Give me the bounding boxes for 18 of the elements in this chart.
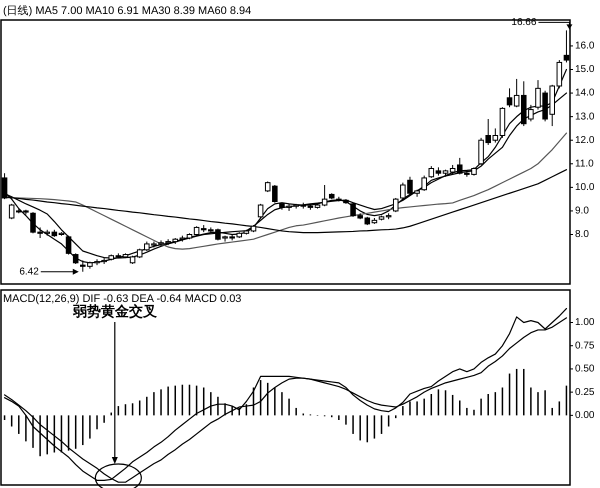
chart-title: MACD(12,26,9) DIF -0.63 DEA -0.64 MACD 0.03 (3, 293, 242, 305)
annotation: 6.42 (19, 266, 40, 278)
y-tick-label: 16.0 (575, 40, 595, 52)
y-tick-label: 12.0 (575, 134, 595, 146)
y-tick-label: 0.75 (575, 340, 595, 352)
y-tick-label: 0.25 (575, 386, 595, 398)
annotation: 弱势黄金交叉 (72, 303, 157, 319)
y-tick-label: 15.0 (575, 64, 595, 76)
y-tick-label: 11.0 (575, 158, 594, 170)
y-tick-label: 0.00 (575, 410, 595, 421)
y-tick-label: 0.50 (575, 364, 595, 375)
y-tick-label: 9.0 (575, 206, 590, 217)
y-tick-label: 8.0 (575, 229, 590, 240)
y-tick-label: 10.0 (575, 182, 595, 193)
y-tick-label: 1.00 (575, 317, 595, 328)
chart-title: (日线) MA5 7.00 MA10 6.91 MA30 8.39 MA60 8.94 (3, 4, 252, 17)
y-tick-label: 13.0 (575, 111, 595, 122)
y-tick-label: 14.0 (575, 88, 595, 99)
